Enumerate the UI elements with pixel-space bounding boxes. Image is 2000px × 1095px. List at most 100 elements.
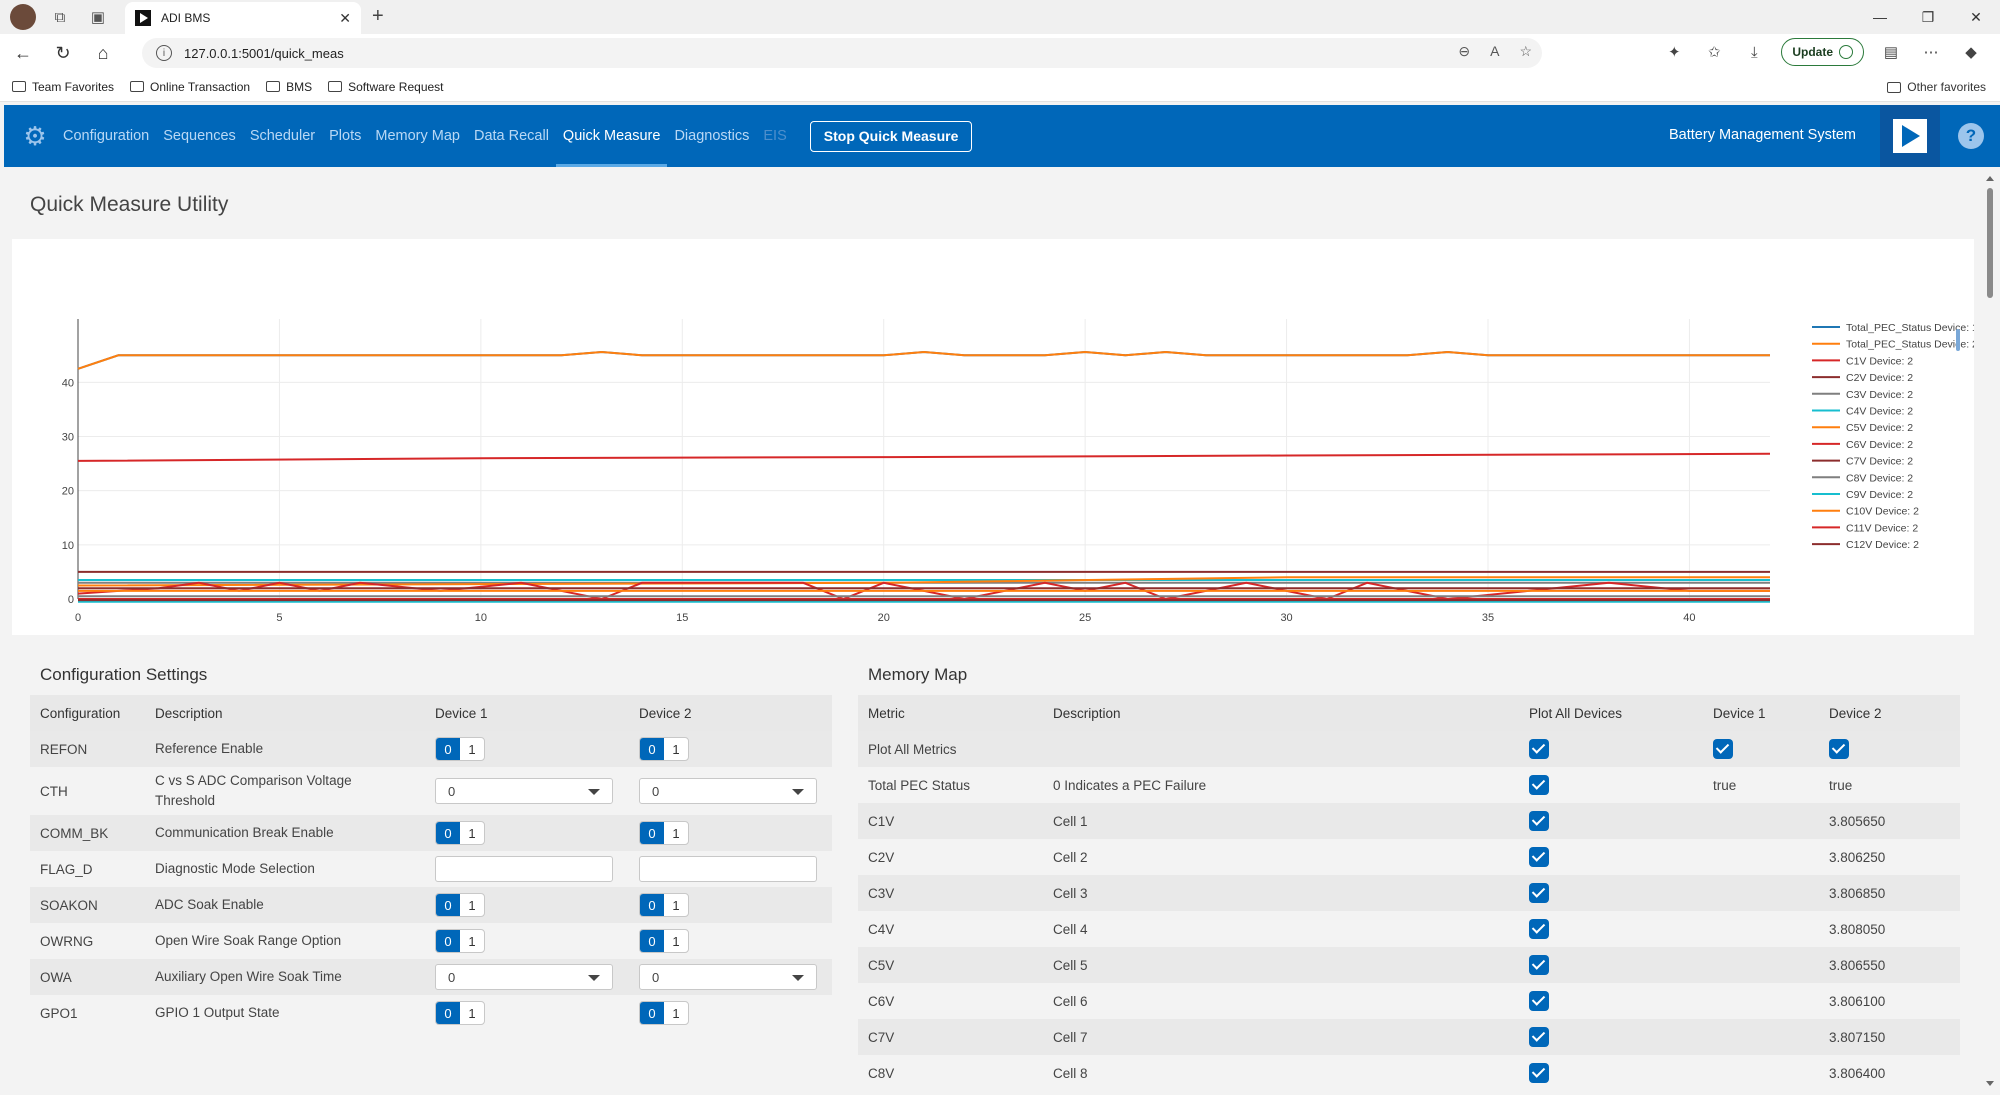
config-select[interactable]: 0 bbox=[639, 964, 817, 990]
url-field[interactable]: i 127.0.0.1:5001/quick_meas ⊖ A ☆ bbox=[142, 38, 1542, 68]
toggle-1[interactable]: 1 bbox=[672, 825, 680, 841]
toggle-0[interactable]: 0 bbox=[640, 1002, 664, 1024]
toggle-0[interactable]: 0 bbox=[640, 738, 664, 760]
memory-map-title: Memory Map bbox=[868, 665, 968, 684]
tab-actions-icon[interactable]: ▣ bbox=[90, 9, 106, 26]
checkbox[interactable] bbox=[1529, 811, 1549, 831]
toggle-0[interactable]: 0 bbox=[436, 894, 460, 916]
toggle-0[interactable]: 0 bbox=[436, 1002, 460, 1024]
scrollbar-thumb[interactable] bbox=[1987, 188, 1993, 298]
extensions-icon[interactable]: ✦ bbox=[1668, 44, 1681, 61]
config-select[interactable]: 0 bbox=[435, 778, 613, 804]
toggle-1[interactable]: 1 bbox=[468, 933, 476, 949]
favorites-icon[interactable]: ✩ bbox=[1708, 44, 1721, 61]
page-scrollbar[interactable] bbox=[1986, 172, 1994, 1092]
checkbox[interactable] bbox=[1529, 1027, 1549, 1047]
nav-memory-map[interactable]: Memory Map bbox=[375, 128, 460, 144]
collections-icon[interactable]: ▤ bbox=[1883, 44, 1899, 61]
line-chart[interactable]: 0 5 10 15 20 25 30 35 40 0 10 20 30 40 Total_PEC_Statu… bbox=[12, 239, 1974, 635]
favorite-star-icon[interactable]: ☆ bbox=[1519, 43, 1532, 59]
profile-avatar[interactable] bbox=[10, 4, 36, 30]
close-tab-icon[interactable]: ✕ bbox=[339, 9, 351, 26]
favorite-item-software-request[interactable]: Software Request bbox=[328, 80, 444, 94]
copilot-icon[interactable]: ◆ bbox=[1965, 44, 1977, 61]
checkbox[interactable] bbox=[1529, 775, 1549, 795]
scroll-up-icon[interactable] bbox=[1986, 176, 1994, 181]
toggle-0[interactable]: 0 bbox=[640, 822, 664, 844]
stop-quick-measure-button[interactable]: Stop Quick Measure bbox=[809, 120, 973, 152]
device-1-cell: 0 bbox=[425, 767, 629, 815]
config-select[interactable]: 0 bbox=[639, 778, 817, 804]
toggle-1[interactable]: 1 bbox=[468, 825, 476, 841]
config-text-input[interactable] bbox=[435, 856, 613, 882]
help-icon[interactable]: ? bbox=[1958, 123, 1984, 149]
device-2-value: 3.806850 bbox=[1829, 885, 1886, 901]
more-menu-icon[interactable]: ⋯ bbox=[1923, 44, 1939, 61]
checkbox[interactable] bbox=[1529, 955, 1549, 975]
toggle-0[interactable]: 0 bbox=[436, 822, 460, 844]
nav-configuration[interactable]: Configuration bbox=[63, 128, 150, 144]
workspaces-icon[interactable]: ⧉ bbox=[54, 8, 66, 26]
toggle-1[interactable]: 1 bbox=[468, 1005, 476, 1021]
zoom-icon[interactable]: ⊖ bbox=[1458, 43, 1471, 59]
back-icon[interactable]: ← bbox=[14, 42, 32, 63]
toggle-1[interactable]: 1 bbox=[672, 741, 680, 757]
toggle-1[interactable]: 1 bbox=[468, 741, 476, 757]
adi-logo[interactable] bbox=[1880, 105, 1940, 167]
scroll-down-icon[interactable] bbox=[1986, 1081, 1994, 1086]
nav-plots[interactable]: Plots bbox=[329, 128, 362, 144]
toggle-1[interactable]: 1 bbox=[468, 897, 476, 913]
nav-quick-measure[interactable]: Quick Measure bbox=[555, 105, 668, 167]
minimize-icon[interactable]: — bbox=[1873, 9, 1887, 25]
toggle-1[interactable]: 1 bbox=[672, 897, 680, 913]
restore-icon[interactable]: ❐ bbox=[1921, 8, 1935, 25]
gear-icon[interactable]: ⚙ bbox=[23, 120, 47, 151]
checkbox[interactable] bbox=[1529, 739, 1549, 759]
checkbox[interactable] bbox=[1529, 883, 1549, 903]
table-row: FLAG_D Diagnostic Mode Selection bbox=[30, 851, 832, 887]
checkbox[interactable] bbox=[1529, 919, 1549, 939]
other-favorites[interactable]: Other favorites bbox=[1887, 80, 1986, 94]
close-window-icon[interactable]: ✕ bbox=[1970, 8, 1982, 25]
browser-tab[interactable]: ADI BMS ✕ bbox=[125, 2, 361, 34]
toggle-1[interactable]: 1 bbox=[672, 1005, 680, 1021]
home-icon[interactable]: ⌂ bbox=[97, 42, 109, 63]
read-aloud-icon[interactable]: A bbox=[1490, 43, 1500, 59]
new-tab-icon[interactable]: + bbox=[372, 5, 384, 27]
nav-sequences[interactable]: Sequences bbox=[163, 128, 236, 144]
nav-scheduler[interactable]: Scheduler bbox=[249, 128, 316, 144]
update-button[interactable]: Update bbox=[1781, 38, 1864, 66]
refresh-icon[interactable]: ↻ bbox=[55, 42, 71, 63]
downloads-icon[interactable]: ⤓ bbox=[1751, 43, 1758, 61]
site-info-icon[interactable]: i bbox=[156, 45, 172, 61]
checkbox[interactable] bbox=[1529, 991, 1549, 1011]
checkbox[interactable] bbox=[1829, 739, 1849, 759]
favorite-item-bms[interactable]: BMS bbox=[266, 80, 312, 94]
nav-data-recall[interactable]: Data Recall bbox=[473, 128, 549, 144]
table-row: C6V Cell 6 3.806100 bbox=[858, 983, 1960, 1019]
checkbox[interactable] bbox=[1713, 739, 1733, 759]
toggle-0[interactable]: 0 bbox=[640, 930, 664, 952]
config-select[interactable]: 0 bbox=[435, 964, 613, 990]
favorite-item-team[interactable]: Team Favorites bbox=[12, 80, 114, 94]
toggle-0[interactable]: 0 bbox=[436, 738, 460, 760]
nav-diagnostics[interactable]: Diagnostics bbox=[674, 128, 750, 144]
favorite-item-online-transaction[interactable]: Online Transaction bbox=[130, 80, 250, 94]
toggle-0[interactable]: 0 bbox=[640, 894, 664, 916]
quick-measure-plot[interactable]: 0 5 10 15 20 25 30 35 40 0 10 20 30 40 Total_PEC_Statu… bbox=[12, 239, 1974, 635]
checkbox[interactable] bbox=[1529, 847, 1549, 867]
toggle-1[interactable]: 1 bbox=[672, 933, 680, 949]
checkbox[interactable] bbox=[1529, 1063, 1549, 1083]
config-text-input[interactable] bbox=[639, 856, 817, 882]
toggle-0[interactable]: 0 bbox=[436, 930, 460, 952]
